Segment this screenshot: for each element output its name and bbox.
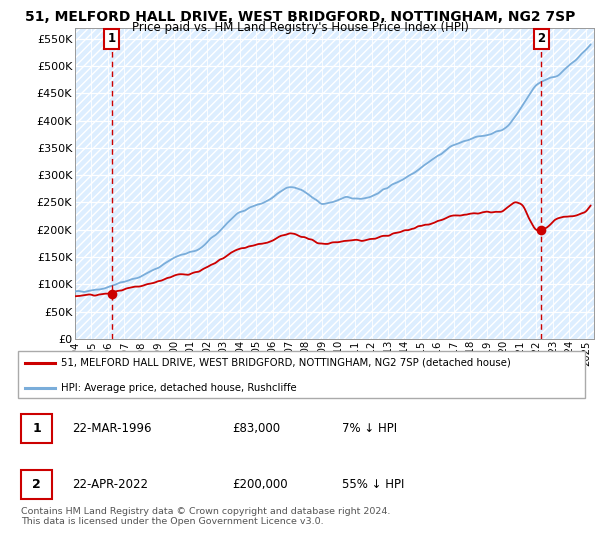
Text: 2: 2 [537,32,545,45]
Text: 1: 1 [32,422,41,435]
Text: 51, MELFORD HALL DRIVE, WEST BRIDGFORD, NOTTINGHAM, NG2 7SP: 51, MELFORD HALL DRIVE, WEST BRIDGFORD, … [25,10,575,24]
Text: 55% ↓ HPI: 55% ↓ HPI [341,478,404,491]
Text: Contains HM Land Registry data © Crown copyright and database right 2024.
This d: Contains HM Land Registry data © Crown c… [21,507,391,526]
Text: 1: 1 [107,32,116,45]
Text: Price paid vs. HM Land Registry's House Price Index (HPI): Price paid vs. HM Land Registry's House … [131,21,469,34]
FancyBboxPatch shape [18,351,585,398]
Text: 7% ↓ HPI: 7% ↓ HPI [341,422,397,435]
Text: £200,000: £200,000 [233,478,289,491]
FancyBboxPatch shape [21,414,52,444]
Text: 51, MELFORD HALL DRIVE, WEST BRIDGFORD, NOTTINGHAM, NG2 7SP (detached house): 51, MELFORD HALL DRIVE, WEST BRIDGFORD, … [61,358,511,368]
Text: £83,000: £83,000 [233,422,281,435]
FancyBboxPatch shape [21,470,52,499]
Text: 22-MAR-1996: 22-MAR-1996 [73,422,152,435]
Text: HPI: Average price, detached house, Rushcliffe: HPI: Average price, detached house, Rush… [61,382,296,393]
Text: 2: 2 [32,478,41,491]
Text: 22-APR-2022: 22-APR-2022 [73,478,148,491]
